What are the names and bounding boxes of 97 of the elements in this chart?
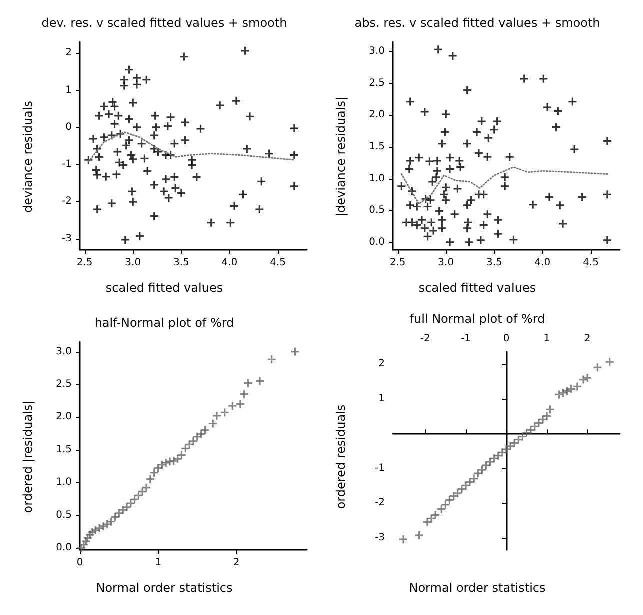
x-tick-label: 4.0 [222, 258, 238, 268]
chart-title: abs. res. v scaled fitted values + smooth [354, 16, 600, 30]
x-axis-title: Normal order statistics [409, 581, 546, 595]
point [126, 500, 135, 508]
x-tick-label: -1 [460, 334, 471, 344]
x-tick-label: 4.5 [270, 258, 286, 268]
y-tick-label: 1.0 [369, 173, 385, 184]
point [584, 374, 592, 382]
y-tick-label: 0.5 [56, 510, 72, 521]
x-tick-label: 3.5 [173, 258, 190, 268]
point [415, 531, 424, 540]
y-tick-label: 1.5 [369, 141, 385, 152]
point [268, 356, 276, 364]
point [190, 437, 198, 446]
y-tick-label: 1.5 [56, 444, 72, 456]
x-tick-label: 1 [155, 558, 162, 568]
point [122, 503, 131, 512]
point [518, 432, 527, 441]
point [428, 514, 436, 523]
point [236, 400, 244, 408]
point [220, 408, 229, 417]
point [606, 358, 614, 366]
chart-title: half-Normal plot of %rd [94, 316, 234, 330]
x-tick-label: 3.0 [125, 258, 142, 268]
y-tick-label: 2.0 [369, 110, 385, 121]
chart-title: full Normal plot of %rd [410, 312, 546, 326]
y-tick-label: 0.0 [56, 542, 72, 554]
y-tick-label: 1.0 [56, 477, 72, 488]
point [111, 513, 120, 522]
y-tick-label: -1 [62, 159, 72, 170]
y-axis-title: ordered residuals [334, 404, 348, 510]
point [446, 496, 454, 504]
y-tick-label: 0.5 [369, 205, 385, 216]
point [209, 420, 218, 428]
point [567, 385, 576, 394]
point [573, 382, 582, 391]
y-tick-label: 3.0 [369, 46, 385, 58]
point [543, 412, 552, 420]
point [178, 451, 186, 460]
y-tick-label: 2.5 [369, 78, 385, 89]
point [470, 474, 478, 483]
y-axis-title: deviance residuals [21, 100, 35, 213]
chart-title: dev. res. v scaled fitted values + smooth [42, 16, 288, 30]
y-axis-title: ordered |residuals| [21, 400, 35, 514]
y-tick-label: -2 [375, 498, 385, 509]
point [291, 348, 300, 356]
y-tick-label: -3 [62, 233, 72, 244]
point [201, 426, 210, 434]
x-tick-label: 4.0 [534, 258, 551, 268]
point [466, 478, 474, 486]
y-tick-label: 0 [66, 122, 72, 133]
point [142, 484, 151, 492]
x-axis-title: Normal order statistics [96, 581, 233, 595]
point [438, 505, 446, 514]
y-tick-label: 1 [66, 84, 72, 96]
x-tick-label: 2 [584, 334, 591, 344]
point [594, 364, 602, 372]
point [174, 455, 182, 464]
y-tick-label: -2 [62, 196, 72, 208]
point [228, 402, 237, 410]
point [580, 376, 588, 384]
y-tick-label: 2.0 [56, 412, 72, 423]
point [454, 489, 462, 498]
y-tick-label: 2 [378, 358, 385, 370]
point [146, 475, 154, 484]
x-tick-label: 2 [233, 558, 240, 568]
point [107, 518, 116, 526]
x-tick-label: 1 [544, 334, 550, 344]
x-tick-label: 2.5 [390, 258, 406, 268]
point [400, 536, 408, 544]
x-tick-label: -2 [420, 334, 430, 344]
point [240, 390, 248, 398]
point [150, 468, 158, 477]
x-tick-label: 0 [76, 558, 84, 568]
point [442, 500, 450, 509]
x-axis-title: scaled fitted values [106, 281, 224, 295]
point [432, 511, 440, 520]
x-tick-label: 3.5 [486, 258, 502, 268]
point [506, 442, 515, 450]
y-axis-title: |deviance residuals| [334, 96, 348, 218]
point [256, 377, 264, 386]
y-tick-label: -1 [375, 462, 385, 474]
y-tick-label: 2.5 [56, 379, 72, 390]
point [546, 406, 554, 414]
y-tick-label: 0.0 [369, 236, 385, 248]
point [212, 412, 221, 420]
x-tick-label: 0 [503, 334, 510, 344]
x-tick-label: 4.5 [583, 258, 599, 268]
point [244, 379, 252, 388]
x-tick-label: 3.0 [438, 258, 454, 268]
y-tick-label: 2 [66, 48, 72, 59]
x-axis-title: scaled fitted values [418, 281, 536, 295]
point [478, 466, 486, 474]
y-tick-label: 1 [378, 393, 385, 404]
y-tick-label: 3.0 [56, 346, 72, 358]
y-tick-label: -3 [375, 532, 385, 544]
x-tick-label: 2.5 [76, 258, 93, 268]
